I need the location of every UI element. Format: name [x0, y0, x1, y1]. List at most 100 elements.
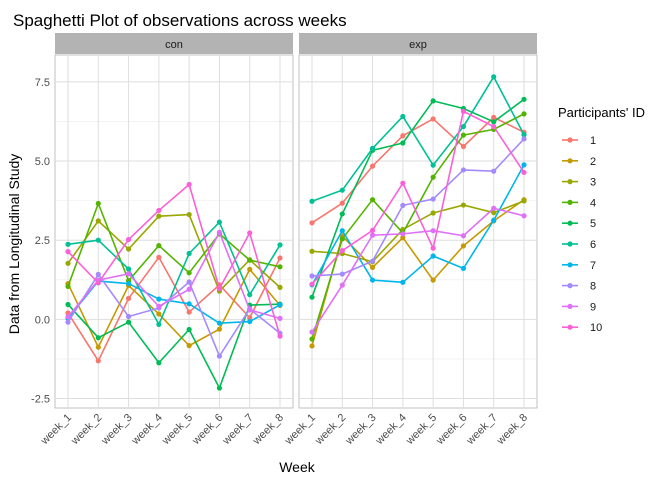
data-point — [95, 271, 101, 277]
data-point — [277, 264, 283, 270]
data-point — [186, 301, 192, 307]
data-point — [460, 108, 467, 114]
data-point — [400, 279, 406, 285]
data-point — [65, 301, 71, 308]
facet-panel-con: conweek_1week_2week_3week_4week_5week_6w… — [38, 33, 294, 448]
data-point — [460, 132, 467, 138]
data-point — [309, 281, 315, 287]
data-point — [247, 307, 253, 313]
series-9 — [309, 205, 527, 335]
data-point — [400, 140, 406, 146]
data-point — [521, 136, 527, 142]
series-line — [311, 199, 525, 347]
series-line — [67, 202, 281, 287]
data-point — [216, 353, 223, 359]
series-10 — [65, 181, 283, 339]
legend-key-point — [567, 179, 573, 185]
data-point — [95, 218, 101, 224]
legend-item-9: 9 — [562, 301, 596, 313]
legend-key-point — [567, 220, 573, 226]
data-point — [521, 132, 527, 138]
data-point — [65, 260, 71, 266]
data-point — [309, 273, 315, 279]
data-point — [430, 245, 436, 251]
x-tick-label: week_6 — [190, 412, 226, 448]
data-point — [369, 163, 376, 169]
data-point — [339, 271, 345, 277]
data-point — [491, 119, 497, 125]
data-point — [216, 320, 223, 326]
data-point — [521, 213, 527, 219]
x-tick-label: week_2 — [312, 412, 348, 448]
data-point — [65, 319, 71, 325]
data-point — [309, 329, 315, 335]
data-point — [216, 326, 223, 332]
x-axis-title: Week — [279, 459, 316, 475]
data-point — [156, 207, 162, 214]
data-point — [247, 318, 253, 325]
data-point — [521, 96, 527, 102]
legend-label: 6 — [590, 239, 596, 251]
data-point — [65, 241, 71, 247]
x-tick-label: week_4 — [129, 412, 165, 448]
x-tick-label: week_2 — [68, 412, 104, 448]
data-point — [400, 202, 406, 208]
data-point — [369, 264, 376, 271]
legend-item-6: 6 — [562, 239, 596, 251]
data-point — [65, 249, 71, 255]
series-line — [67, 268, 281, 349]
data-point — [95, 237, 101, 243]
data-point — [400, 180, 406, 186]
data-point — [491, 123, 497, 130]
data-point — [247, 230, 253, 236]
data-point — [277, 302, 283, 308]
data-point — [430, 196, 436, 202]
data-point — [216, 286, 223, 292]
data-point — [186, 250, 192, 257]
legend-item-4: 4 — [562, 197, 596, 209]
legend-item-2: 2 — [562, 156, 596, 168]
legend-item-10: 10 — [562, 322, 602, 334]
data-point — [460, 243, 467, 249]
series-8 — [309, 136, 527, 279]
data-point — [430, 162, 436, 168]
data-point — [95, 280, 101, 286]
data-point — [309, 220, 315, 226]
series-line — [67, 231, 281, 320]
data-point — [491, 217, 497, 223]
data-point — [339, 236, 345, 242]
data-point — [125, 236, 132, 243]
series-line — [67, 303, 281, 389]
data-point — [369, 232, 376, 238]
y-tick-label: 5.0 — [35, 156, 50, 168]
series-8 — [65, 271, 283, 359]
legend-key-point — [567, 262, 573, 268]
facet-strip — [55, 33, 293, 54]
data-point — [156, 360, 162, 366]
series-line — [67, 256, 281, 362]
legend-label: 10 — [590, 322, 602, 334]
data-point — [156, 296, 162, 302]
data-point — [156, 254, 162, 260]
chart-title: Spaghetti Plot of observations across we… — [13, 11, 347, 30]
data-point — [186, 326, 192, 333]
data-point — [309, 294, 315, 300]
data-point — [460, 202, 467, 208]
data-point — [521, 111, 527, 117]
data-point — [491, 205, 497, 211]
facet-strip-label: con — [165, 39, 183, 51]
data-point — [460, 167, 467, 173]
y-tick-label: 2.5 — [35, 235, 50, 247]
legend-item-8: 8 — [562, 281, 596, 293]
data-point — [125, 271, 132, 277]
x-tick-label: week_1 — [38, 412, 74, 448]
legend-item-3: 3 — [562, 177, 596, 189]
data-point — [400, 113, 406, 120]
y-tick-label: 0.0 — [35, 314, 50, 326]
y-tick-label: 7.5 — [35, 77, 50, 89]
data-point — [430, 174, 436, 180]
legend-label: 4 — [590, 197, 596, 209]
data-point — [339, 211, 345, 217]
x-tick-label: week_8 — [250, 412, 286, 448]
